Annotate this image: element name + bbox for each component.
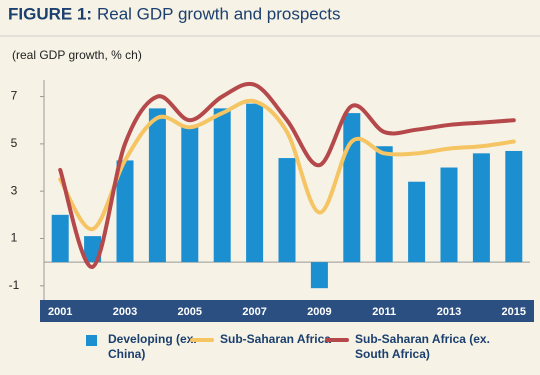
legend-label: Sub-Saharan Africa (ex. South Africa) [355,332,490,361]
x-tick-label: 2007 [242,306,266,318]
y-tick-label: 7 [11,89,18,103]
bar [213,108,231,263]
legend-label: Sub-Saharan Africa [220,332,331,346]
y-axis-label: (real GDP growth, % ch) [12,48,142,62]
y-tick-label: 5 [11,136,18,150]
x-tick-label: 2013 [437,306,461,318]
chart-title: Real GDP growth and prospects [97,4,340,23]
line [58,81,516,269]
bar [51,214,69,263]
legend-label: Developing (ex. China) [108,332,197,361]
bar [408,181,426,263]
legend-swatch [190,338,214,342]
legend-swatch [86,335,97,346]
bar [310,262,328,289]
bar [440,167,458,263]
y-tick-label: 3 [11,183,18,197]
x-tick-label: 2011 [372,306,396,318]
x-tick-label: 2015 [502,306,526,318]
legend-swatch [325,338,349,342]
x-tick-label: 2003 [113,306,137,318]
y-tick-label: 1 [11,231,18,245]
bar [148,108,166,263]
bar [343,113,361,263]
figure-label: FIGURE 1: [8,4,92,23]
y-tick-label: -1 [9,278,20,292]
line [58,98,516,232]
x-tick-label: 2001 [48,306,72,318]
bar [181,127,199,263]
x-tick-label: 2009 [307,306,331,318]
x-tick-label: 2005 [178,306,202,318]
bar [116,160,134,263]
bar [375,146,393,263]
bar [246,103,264,263]
bar [472,153,490,263]
bar [505,150,523,263]
legend: Developing (ex. China) Sub-Saharan Africa… [0,332,540,372]
x-axis-band [40,300,534,322]
bar [278,158,296,263]
